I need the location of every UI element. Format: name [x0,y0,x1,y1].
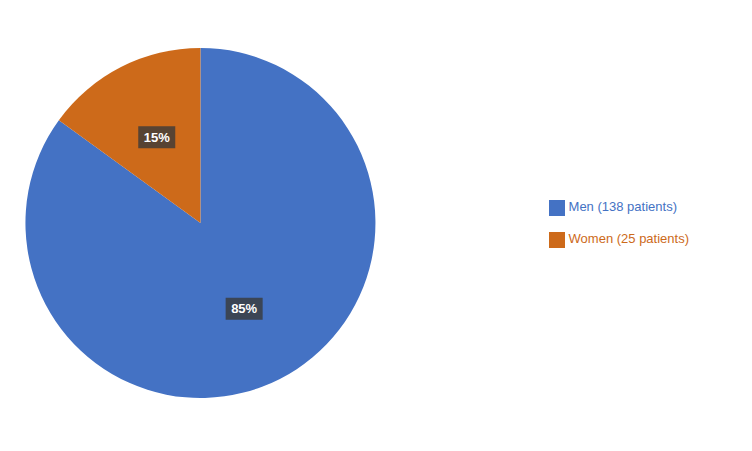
svg-text:85%: 85% [231,301,257,316]
html-text:Women (25 patients): Women (25 patients) [568,231,689,246]
html-text:Men (138 patients): Men (138 patients) [568,199,677,214]
svg-text:15%: 15% [144,130,170,145]
